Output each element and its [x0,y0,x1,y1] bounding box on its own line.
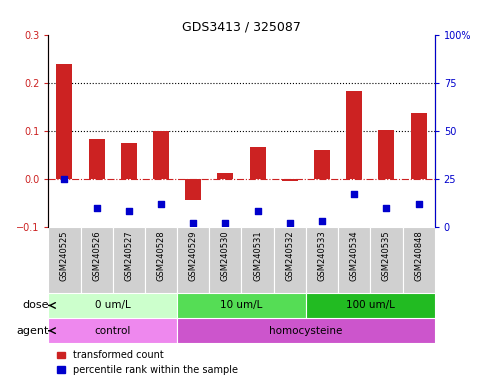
Text: GSM240526: GSM240526 [92,230,101,281]
Point [350,191,358,197]
Point [415,200,423,207]
Bar [250,147,266,179]
FancyBboxPatch shape [306,227,338,293]
Bar [88,139,105,179]
Text: GSM240527: GSM240527 [124,230,133,281]
FancyBboxPatch shape [177,293,306,318]
Point [189,220,197,226]
Text: 100 um/L: 100 um/L [346,300,395,310]
Bar [282,179,298,181]
Point [125,208,133,214]
FancyBboxPatch shape [177,227,209,293]
FancyBboxPatch shape [145,227,177,293]
Text: GSM240534: GSM240534 [350,230,359,281]
Title: GDS3413 / 325087: GDS3413 / 325087 [182,20,301,33]
Point [254,208,261,214]
Point [318,218,326,224]
Bar [411,113,426,179]
Text: agent: agent [16,326,49,336]
Text: homocysteine: homocysteine [269,326,342,336]
Bar [346,91,362,179]
FancyBboxPatch shape [113,227,145,293]
Point [157,200,165,207]
Text: GSM240532: GSM240532 [285,230,294,281]
FancyBboxPatch shape [370,227,402,293]
Text: GSM240528: GSM240528 [156,230,166,281]
Text: GSM240529: GSM240529 [189,230,198,281]
FancyBboxPatch shape [274,227,306,293]
Bar [217,173,233,179]
Text: GSM240525: GSM240525 [60,230,69,281]
FancyBboxPatch shape [48,293,177,318]
Point [286,220,294,226]
Bar [121,143,137,179]
Point [60,175,68,182]
Text: GSM240530: GSM240530 [221,230,230,281]
Point [93,204,100,210]
Bar [185,179,201,200]
Text: 10 um/L: 10 um/L [220,300,263,310]
Legend: transformed count, percentile rank within the sample: transformed count, percentile rank withi… [53,346,242,379]
FancyBboxPatch shape [338,227,370,293]
FancyBboxPatch shape [242,227,274,293]
Text: GSM240535: GSM240535 [382,230,391,281]
Text: control: control [95,326,131,336]
Text: GSM240848: GSM240848 [414,230,423,281]
FancyBboxPatch shape [81,227,113,293]
Text: GSM240533: GSM240533 [317,230,327,281]
Point [383,204,390,210]
FancyBboxPatch shape [48,318,177,343]
Bar [378,130,395,179]
Text: GSM240531: GSM240531 [253,230,262,281]
FancyBboxPatch shape [306,293,435,318]
FancyBboxPatch shape [402,227,435,293]
Text: dose: dose [22,300,49,310]
FancyBboxPatch shape [209,227,242,293]
Point [222,220,229,226]
FancyBboxPatch shape [48,227,81,293]
Bar [314,150,330,179]
Bar [153,131,169,179]
Bar [57,65,72,179]
FancyBboxPatch shape [177,318,435,343]
Text: 0 um/L: 0 um/L [95,300,130,310]
